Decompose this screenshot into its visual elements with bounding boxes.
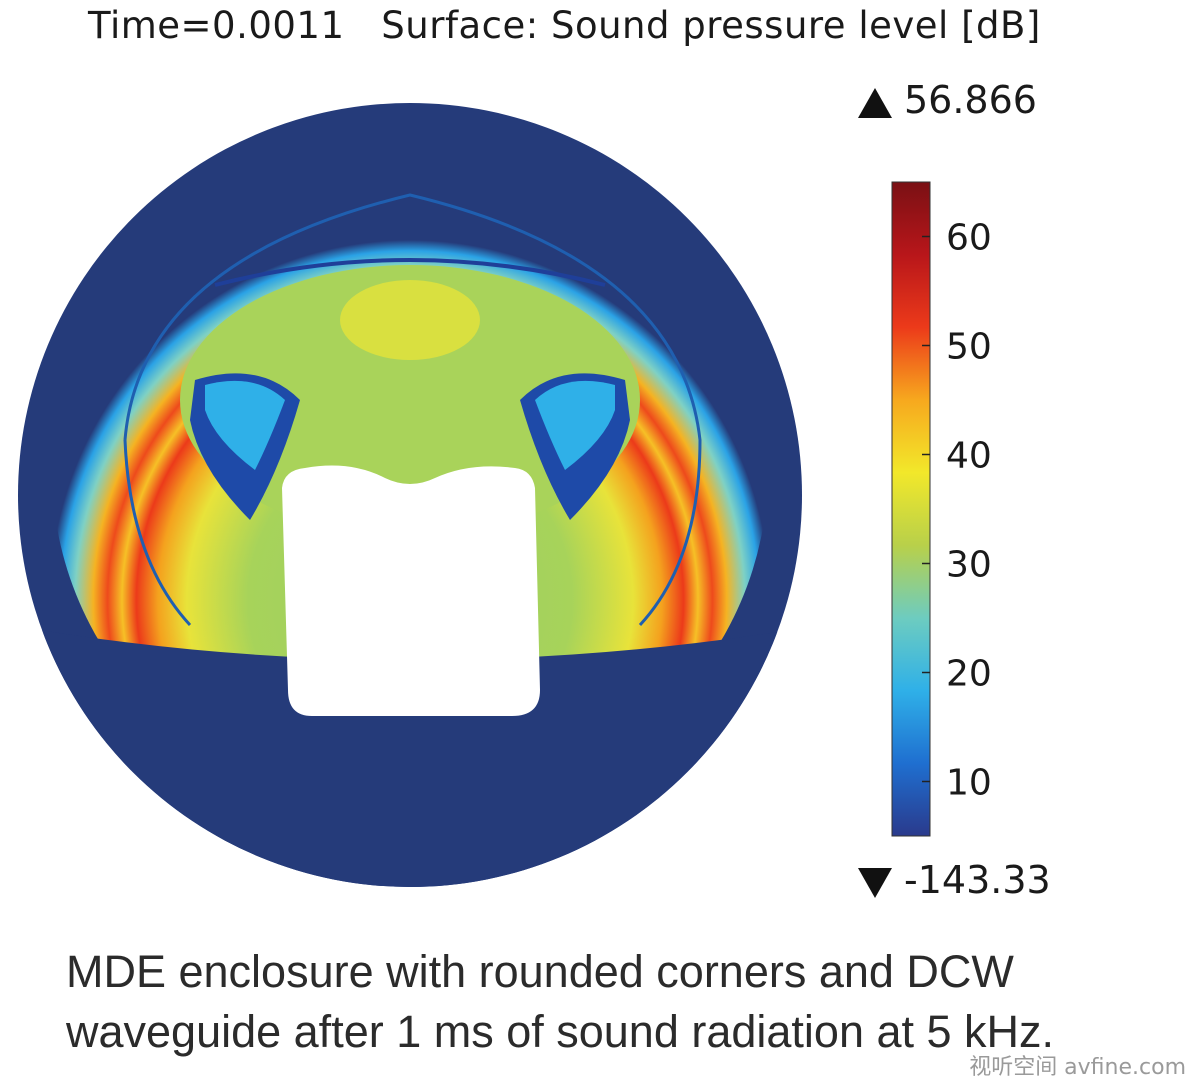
node-line-outer-left: [123, 439, 192, 627]
plot-title: Time=0.0011 Surface: Sound pressure leve…: [88, 4, 1041, 47]
figure-caption: MDE enclosure with rounded corners and D…: [66, 942, 1054, 1062]
colorbar-tick-label-10: 10: [946, 763, 992, 804]
colorbar-tick-label-40: 40: [946, 436, 992, 477]
colorbar-tick-label-50: 50: [946, 327, 992, 368]
max-value: 56.866: [904, 78, 1037, 122]
cyan-lobe-left: [205, 380, 285, 470]
min-value: -143.33: [904, 858, 1051, 902]
triangle-down-icon: [858, 867, 892, 898]
enclosure-shape: [282, 465, 540, 716]
inner-hotspot: [340, 280, 480, 360]
watermark: 视听空间 avfine.com: [969, 1055, 1186, 1080]
field-lower: [40, 630, 790, 887]
node-line-inner: [214, 258, 606, 287]
colorbar-tick-label-20: 20: [946, 654, 992, 695]
cyan-lobe-right: [535, 380, 615, 470]
caption-line-1: MDE enclosure with rounded corners and D…: [66, 946, 1014, 997]
node-line-outer: [123, 193, 702, 627]
triangle-up-icon: [858, 87, 892, 118]
colorbar-tick-label-60: 60: [946, 218, 992, 259]
min-indicator: -143.33: [858, 858, 1051, 902]
colorbar-tick-label-30: 30: [946, 545, 992, 586]
colorbar: [891, 181, 931, 837]
wave-field: [40, 125, 790, 887]
caption-line-2: waveguide after 1 ms of sound radiation …: [66, 1006, 1055, 1057]
max-indicator: 56.866: [858, 78, 1037, 122]
inner-region: [180, 265, 640, 535]
colorbar-ticks: 10 20 30 40 50 60: [922, 218, 992, 804]
